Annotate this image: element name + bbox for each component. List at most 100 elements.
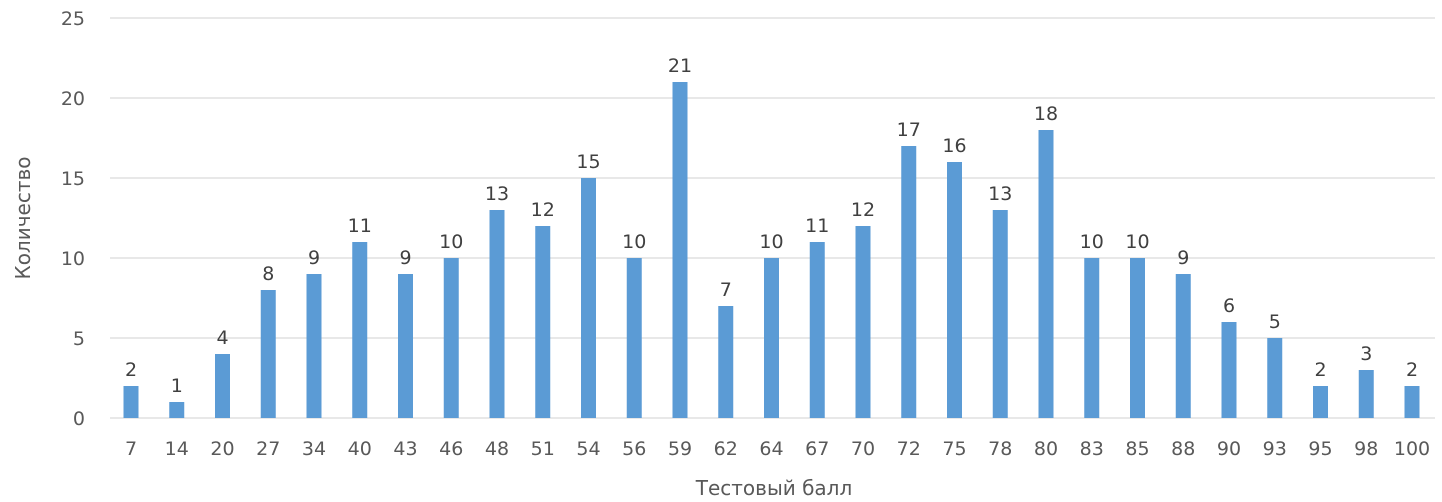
bar xyxy=(1313,386,1328,418)
data-label: 2 xyxy=(1314,359,1326,381)
x-tick-label: 83 xyxy=(1080,438,1104,460)
x-tick-label: 72 xyxy=(897,438,921,460)
bar xyxy=(992,210,1008,418)
y-tick-label: 25 xyxy=(61,8,85,30)
bar xyxy=(489,210,505,418)
bar xyxy=(764,258,779,418)
y-tick-label: 0 xyxy=(73,408,85,430)
x-tick-label: 67 xyxy=(805,438,829,460)
data-label: 17 xyxy=(897,119,921,141)
bar xyxy=(1404,386,1420,418)
data-label: 10 xyxy=(1125,231,1149,253)
bar xyxy=(1130,258,1145,418)
bar xyxy=(443,258,459,418)
x-tick-label: 59 xyxy=(668,438,692,460)
x-tick-label: 78 xyxy=(988,438,1012,460)
bar xyxy=(1175,274,1191,418)
x-tick-label: 88 xyxy=(1171,438,1195,460)
x-tick-label: 75 xyxy=(942,438,966,460)
bar xyxy=(215,354,230,418)
bar xyxy=(123,386,139,418)
bars xyxy=(123,82,1420,418)
bar xyxy=(398,274,413,418)
data-label: 11 xyxy=(805,215,829,237)
y-tick-label: 5 xyxy=(73,328,85,350)
bar xyxy=(352,242,368,418)
x-tick-label: 34 xyxy=(302,438,326,460)
x-tick-label: 95 xyxy=(1308,438,1332,460)
x-tick-label: 51 xyxy=(531,438,555,460)
x-tick-label: 98 xyxy=(1354,438,1378,460)
data-label: 21 xyxy=(668,55,692,77)
bar xyxy=(672,82,688,418)
x-tick-label: 14 xyxy=(165,438,189,460)
x-tick-label: 100 xyxy=(1394,438,1430,460)
bar xyxy=(1221,322,1237,418)
data-label: 10 xyxy=(439,231,463,253)
x-tick-label: 40 xyxy=(348,438,372,460)
x-tick-label: 20 xyxy=(210,438,234,460)
data-label: 18 xyxy=(1034,103,1058,125)
x-tick-label: 93 xyxy=(1263,438,1287,460)
y-tick-label: 20 xyxy=(61,88,85,110)
x-tick-label: 64 xyxy=(759,438,783,460)
x-tick-label: 56 xyxy=(622,438,646,460)
y-tick-label: 15 xyxy=(61,168,85,190)
bar xyxy=(1084,258,1100,418)
bar xyxy=(169,402,185,418)
data-label: 5 xyxy=(1269,311,1281,333)
data-label: 6 xyxy=(1223,295,1235,317)
x-tick-label: 48 xyxy=(485,438,509,460)
bar xyxy=(260,290,276,418)
data-label: 11 xyxy=(348,215,372,237)
bar xyxy=(626,258,642,418)
bar xyxy=(947,162,962,418)
x-tick-label: 90 xyxy=(1217,438,1241,460)
data-label: 12 xyxy=(531,199,555,221)
bar xyxy=(581,178,596,418)
bar xyxy=(535,226,551,418)
data-label: 15 xyxy=(576,151,600,173)
data-label: 2 xyxy=(1406,359,1418,381)
x-tick-label: 62 xyxy=(714,438,738,460)
bar xyxy=(901,146,917,418)
data-label: 2 xyxy=(125,359,137,381)
x-axis-title: Тестовый балл xyxy=(695,476,853,500)
data-label: 7 xyxy=(720,279,732,301)
data-label: 10 xyxy=(1080,231,1104,253)
data-label: 9 xyxy=(1177,247,1189,269)
data-label: 8 xyxy=(262,263,274,285)
bar xyxy=(1038,130,1054,418)
data-label: 13 xyxy=(485,183,509,205)
bar xyxy=(306,274,322,418)
data-label: 10 xyxy=(622,231,646,253)
bar xyxy=(718,306,734,418)
data-label: 4 xyxy=(216,327,228,349)
data-label: 13 xyxy=(988,183,1012,205)
data-label: 9 xyxy=(308,247,320,269)
data-label: 9 xyxy=(399,247,411,269)
x-tick-label: 70 xyxy=(851,438,875,460)
x-tick-label: 27 xyxy=(256,438,280,460)
bar xyxy=(855,226,871,418)
x-tick-label: 54 xyxy=(576,438,600,460)
y-axis-title: Количество xyxy=(11,156,35,279)
bar xyxy=(1358,370,1374,418)
y-axis-ticks: 0 5 10 15 20 25 xyxy=(61,8,85,430)
y-tick-label: 10 xyxy=(61,248,85,270)
x-tick-label: 46 xyxy=(439,438,463,460)
data-label: 16 xyxy=(942,135,966,157)
x-tick-label: 43 xyxy=(393,438,417,460)
bar xyxy=(1267,338,1283,418)
bar xyxy=(809,242,825,418)
data-label: 1 xyxy=(171,375,183,397)
x-tick-label: 7 xyxy=(125,438,137,460)
data-label: 12 xyxy=(851,199,875,221)
x-axis-ticks: 7 14 20 27 34 40 43 46 48 51 54 56 59 62 64 67 70 72 75 78 8… xyxy=(125,438,1430,460)
data-label: 10 xyxy=(759,231,783,253)
data-label: 3 xyxy=(1360,343,1372,365)
x-tick-label: 80 xyxy=(1034,438,1058,460)
